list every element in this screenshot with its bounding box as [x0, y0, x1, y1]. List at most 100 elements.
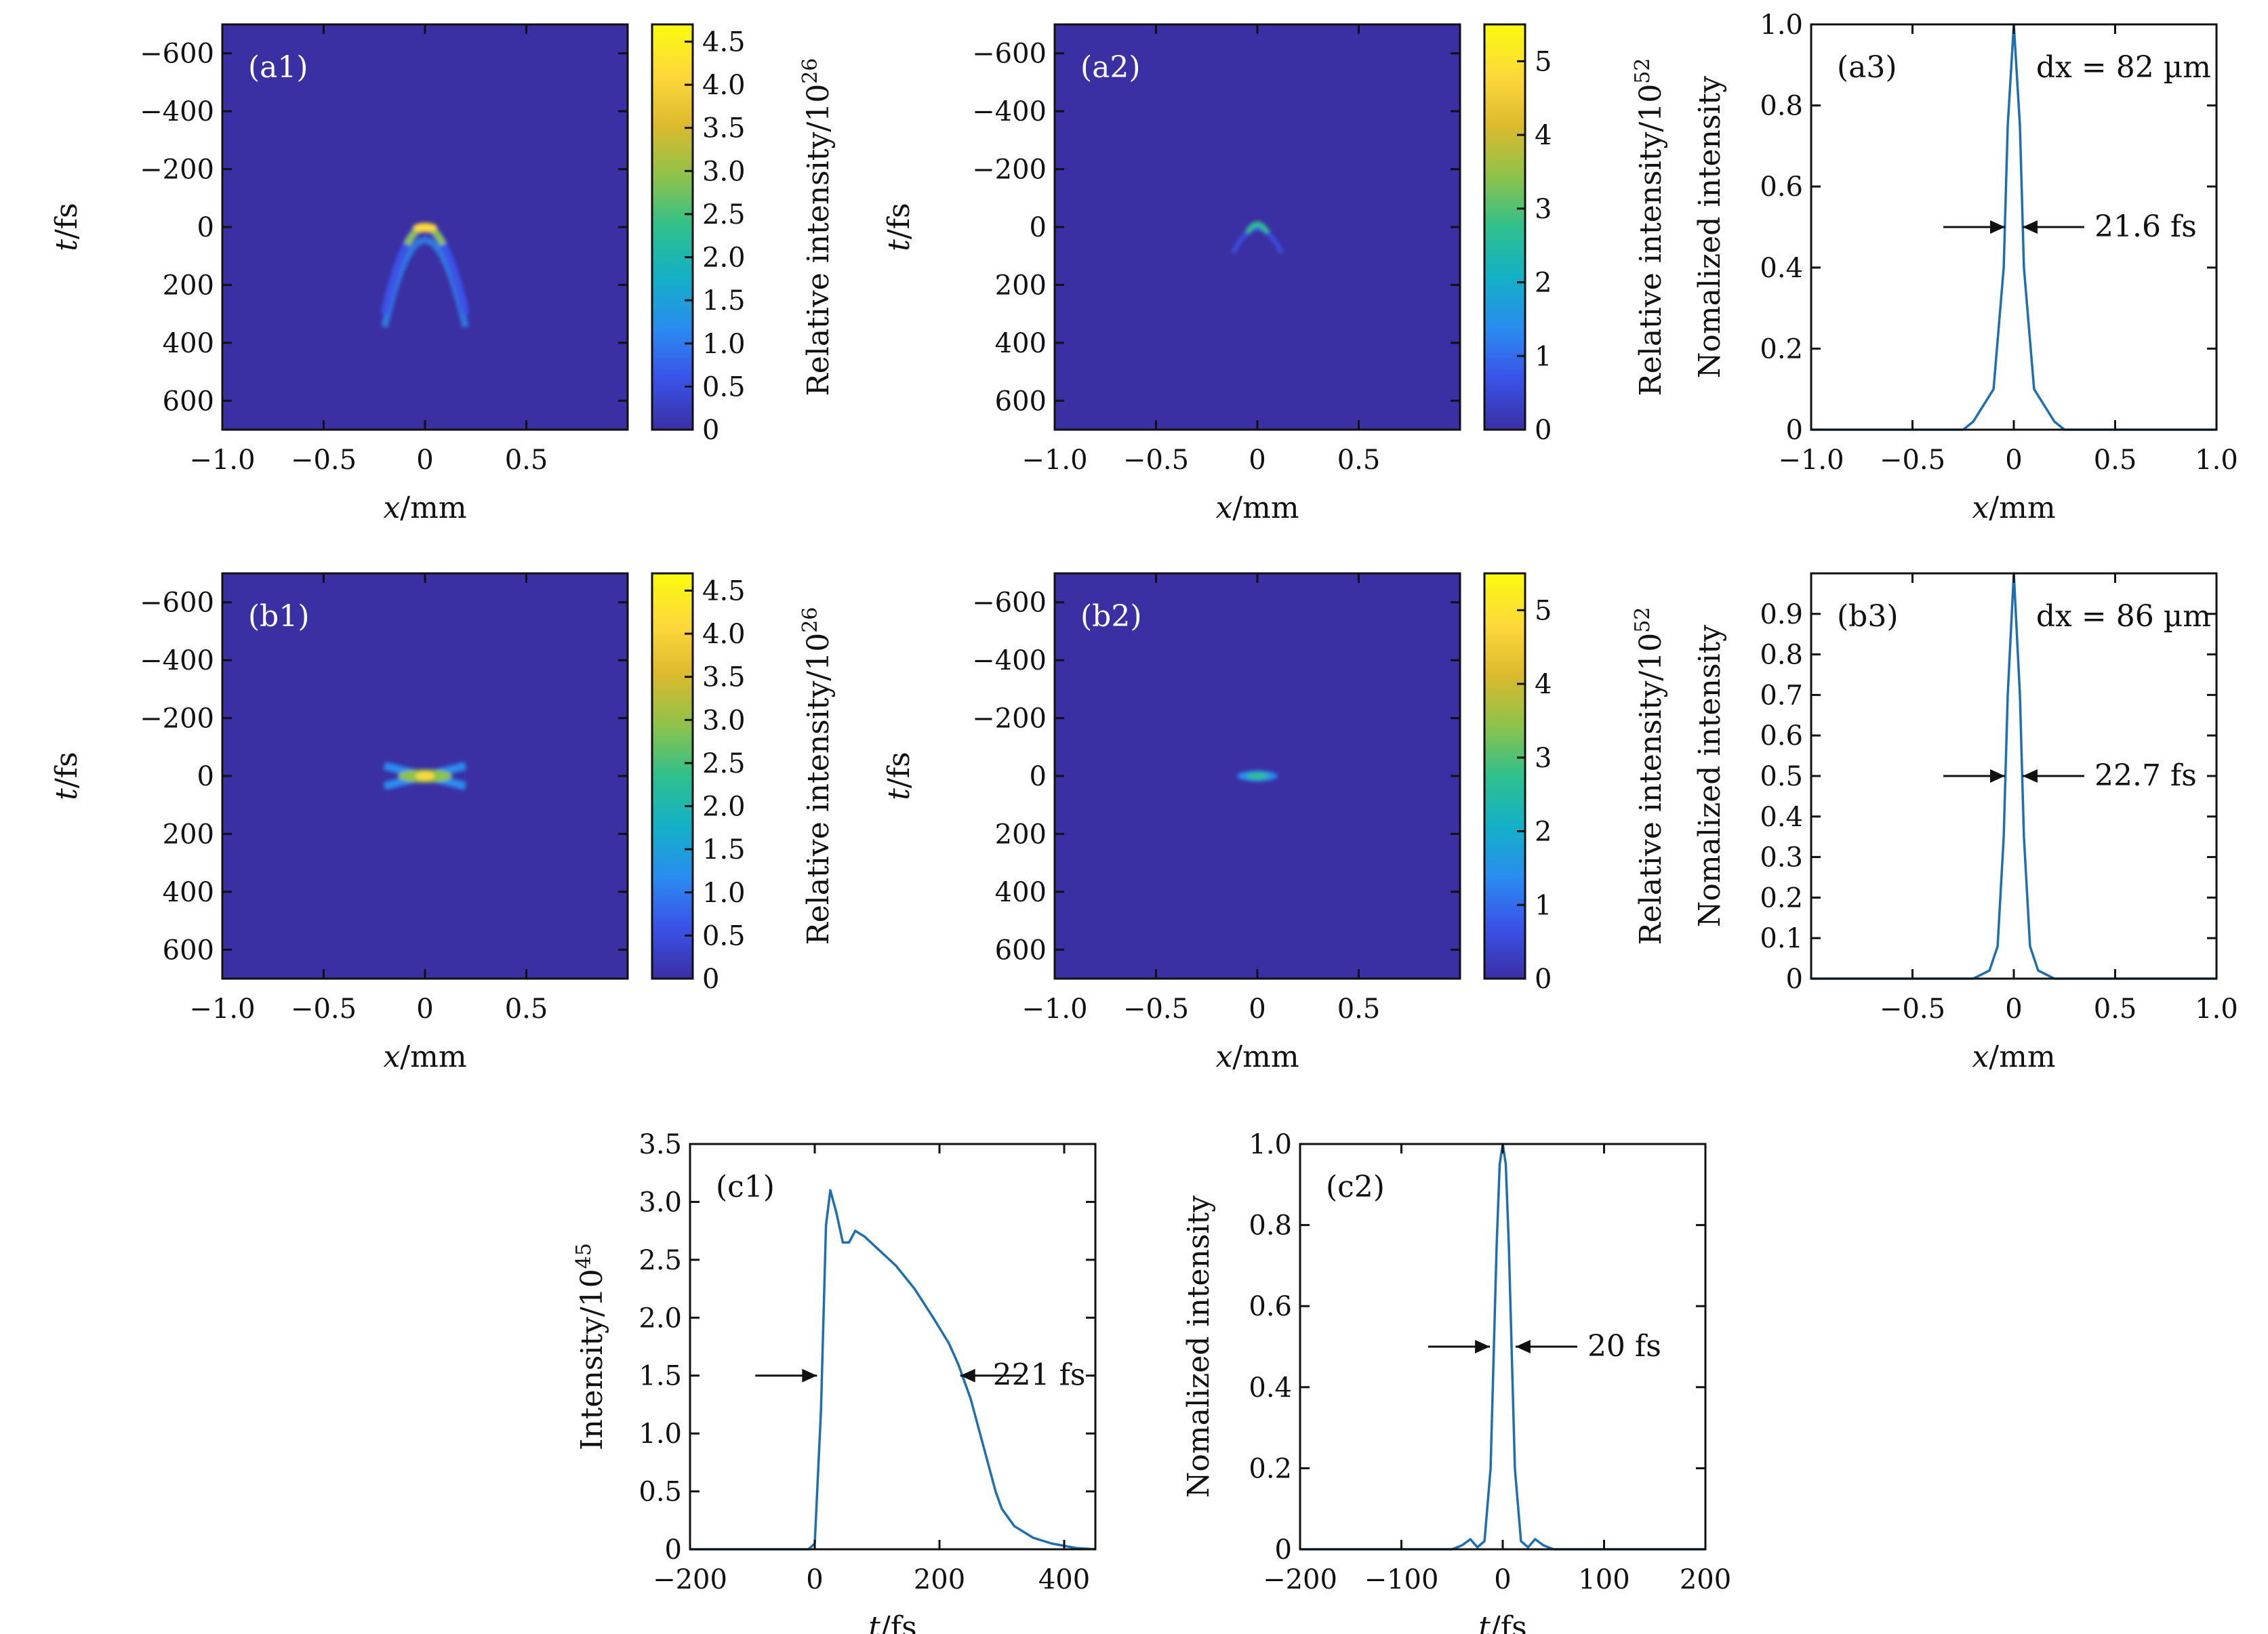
fwhm-label: 22.7 fs	[2094, 758, 2197, 793]
y-tick-label: −600	[972, 588, 1047, 619]
y-tick-label: 0	[197, 761, 214, 792]
y-axis-label: t/fs	[882, 752, 916, 800]
colorbar-tick-label: 1.5	[702, 285, 746, 316]
spot-core	[1247, 773, 1268, 779]
x-tick-label: 0.5	[2094, 994, 2137, 1025]
plot-frame	[689, 1143, 1097, 1551]
colorbar-tick-label: 4.5	[702, 26, 746, 58]
fwhm-arrowhead-left	[1990, 220, 2006, 234]
heatmap-panel: −1.0 −0.5 0 0.5−600−400−2000200400600(a2)x/…	[882, 23, 1669, 525]
y-tick-label: 0.3	[1760, 842, 1803, 874]
y-tick-label: 0.2	[1760, 882, 1803, 914]
colorbar-label: Relative intensity/1052	[1631, 58, 1669, 396]
x-tick-label: −0.5	[1880, 994, 1945, 1025]
y-tick-label: 0.5	[639, 1477, 682, 1508]
colorbar-tick-label: 0.5	[702, 920, 746, 952]
x-tick-label: 0	[1249, 445, 1265, 476]
y-tick-label: 0.2	[1249, 1453, 1292, 1484]
x-axis-label-var: x	[1215, 491, 1232, 525]
fwhm-arrowhead-right	[1515, 1340, 1531, 1353]
colorbar-tick-label: 2	[1535, 268, 1552, 299]
colorbar-tick-label: 3.0	[702, 156, 746, 187]
colorbar-tick-label: 5	[1535, 46, 1552, 77]
colorbar-tick-label: 1.0	[702, 329, 746, 360]
x-tick-label: −0.5	[291, 445, 357, 476]
y-tick-label: 0.6	[1249, 1291, 1292, 1322]
y-tick-label: −400	[972, 96, 1047, 127]
colorbar-tick-label: 4.5	[702, 575, 746, 607]
y-axis-label-unit: /fs	[882, 752, 916, 788]
y-tick-label: 0.4	[1760, 253, 1803, 284]
fwhm-arrowhead-left	[802, 1368, 817, 1383]
arc-apex	[413, 222, 437, 232]
fwhm-label: 20 fs	[1587, 1329, 1661, 1364]
x-tick-label: 0.5	[2094, 445, 2137, 476]
x-tick-label: −1.0	[1021, 445, 1087, 476]
y-tick-label: 0	[197, 212, 214, 243]
x-tick-label: 1.0	[2195, 445, 2238, 476]
x-tick-label: 0.5	[1337, 445, 1381, 476]
x-axis-label-var: x	[383, 491, 400, 525]
y-tick-label: 400	[163, 328, 214, 359]
line-panel: −0.5 0 0.5 1.0 0 0.1 0.2 0.3 0.4 0.5 0.6 0.7 0.8 0.9 (…	[1693, 572, 2238, 1074]
x-tick-label: 0	[416, 445, 433, 476]
colorbar-tick-label: 1.5	[702, 834, 746, 865]
y-axis-label: t/fs	[882, 203, 916, 251]
colorbar-label-exponent: 26	[798, 58, 822, 84]
line-panel: −1.0 −0.5 0 0.5 1.0 0 0.2 0.4 0.6 0.8 1.0 (a3) x/mm N…	[1693, 9, 2238, 525]
y-tick-label: 1.5	[639, 1361, 682, 1392]
colorbar-label-text: Relative intensity/10	[801, 84, 836, 396]
y-axis-label-var: t	[882, 788, 916, 800]
y-axis-label: t/fs	[49, 203, 84, 251]
x-axis-label: x/mm	[383, 1040, 466, 1074]
x-tick-label: 0.5	[505, 445, 548, 476]
colorbar-tick-label: 0	[702, 964, 719, 995]
colorbar-tick-label: 0	[1535, 415, 1552, 446]
x-axis-label-unit: /mm	[1989, 1040, 2055, 1074]
y-tick-label: 3.5	[639, 1129, 682, 1160]
panel-label: (a3)	[1837, 50, 1897, 85]
y-tick-label: 0.4	[1760, 802, 1803, 833]
x-tick-label: 100	[1578, 1564, 1629, 1595]
x-tick-label: −1.0	[189, 994, 255, 1025]
heatmap-feature	[1237, 771, 1278, 781]
colorbar-tick-label: 1.0	[702, 878, 746, 909]
x-tick-label: 1.0	[2195, 994, 2238, 1025]
y-axis-label-var: t	[49, 239, 84, 251]
x-core	[416, 772, 434, 780]
colorbar-label-exponent: 52	[1631, 58, 1655, 84]
colorbar	[1483, 23, 1526, 431]
y-tick-label: 1.0	[1249, 1129, 1292, 1160]
y-tick-label: −200	[140, 703, 214, 735]
y-tick-label: 400	[995, 328, 1047, 359]
x-axis-label-var: x	[1215, 1040, 1232, 1074]
colorbar-tick-label: 4.0	[702, 70, 746, 101]
colorbar-tick-label: 2.0	[702, 243, 746, 274]
fwhm-arrowhead-right	[2022, 769, 2038, 783]
panel-label: (b1)	[248, 599, 310, 634]
y-axis-label-text: Intensity/10	[575, 1269, 609, 1450]
x-axis-label-unit: /mm	[400, 491, 466, 525]
y-tick-label: 200	[995, 819, 1047, 850]
y-tick-label: 0.7	[1760, 680, 1803, 711]
colorbar-tick-label: 2.5	[702, 199, 746, 230]
colorbar-tick-label: 3.5	[702, 113, 746, 144]
y-tick-label: 200	[163, 270, 214, 301]
line-panel: −200 0 200 40000.51.01.52.02.53.03.5(c1)t/f…	[572, 1129, 1097, 1634]
x-tick-label: −0.5	[1880, 445, 1945, 476]
x-tick-label: 0	[806, 1564, 823, 1595]
y-tick-label: 0.9	[1760, 599, 1803, 630]
x-tick-label: −0.5	[1123, 445, 1189, 476]
x-axis-label-unit: /mm	[1232, 491, 1299, 525]
heatmap-panel: −1.0 −0.5 0 0.5−600−400−2000200400600(b1)x/…	[49, 572, 836, 1074]
panel-label: (b2)	[1080, 599, 1142, 634]
x-axis-label-var: x	[1972, 1040, 1989, 1074]
y-tick-label: 1.0	[639, 1418, 682, 1450]
y-tick-label: 200	[995, 270, 1047, 301]
heatmap-panel: −1.0 −0.5 0 0.5−600−400−2000200400600(a1)x/…	[49, 23, 836, 525]
x-axis-label-unit: /mm	[1232, 1040, 1299, 1074]
colorbar	[651, 572, 694, 980]
y-axis-label: Nomalized intensity	[1693, 76, 1727, 378]
fwhm-arrowhead-right	[960, 1368, 975, 1383]
x-tick-label: −0.5	[1123, 994, 1189, 1025]
